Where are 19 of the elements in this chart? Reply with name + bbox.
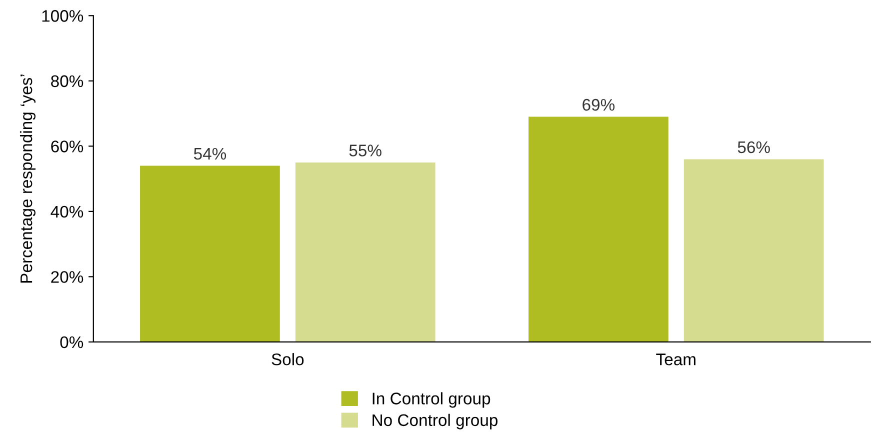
bar <box>140 166 280 342</box>
y-tick-label: 80% <box>51 75 84 88</box>
x-tick-label: Solo <box>272 353 304 366</box>
x-tick-label: Team <box>656 354 696 366</box>
y-tick-label: 40% <box>50 206 84 218</box>
bar <box>684 159 824 342</box>
data-label: 56% <box>738 141 770 154</box>
legend-label: In Control group <box>372 392 490 408</box>
data-label: 55% <box>349 144 382 156</box>
y-tick-label: 100% <box>42 10 84 22</box>
y-axis-title: Percentage responding ‘yes’ <box>20 74 36 283</box>
data-label: 69% <box>582 98 615 111</box>
bar <box>295 162 436 342</box>
y-tick-label: 0% <box>60 336 84 348</box>
y-tick-label: 20% <box>51 271 84 283</box>
y-tick-label: 60% <box>51 140 84 152</box>
bar <box>528 116 668 342</box>
data-label: 54% <box>194 148 226 160</box>
legend-label: No Control group <box>372 414 498 430</box>
